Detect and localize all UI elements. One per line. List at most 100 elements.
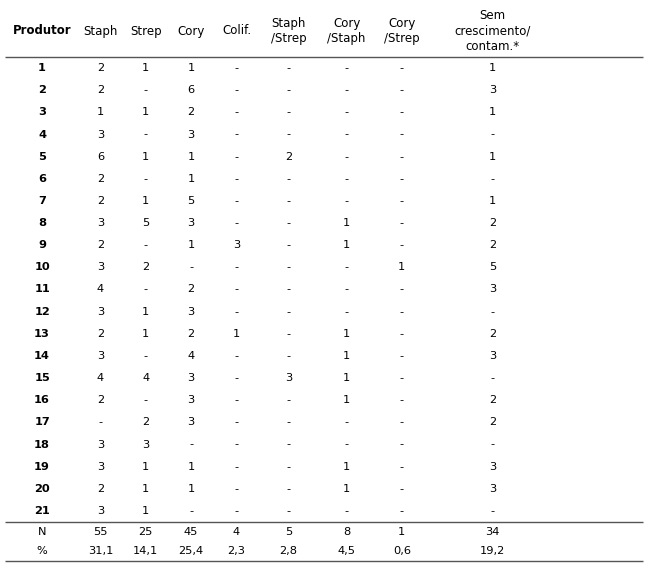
Text: -: - bbox=[400, 129, 404, 140]
Text: -: - bbox=[491, 440, 494, 450]
Text: 1: 1 bbox=[142, 329, 150, 339]
Text: 3: 3 bbox=[97, 351, 104, 361]
Text: 2: 2 bbox=[188, 329, 194, 339]
Text: -: - bbox=[286, 329, 290, 339]
Text: -: - bbox=[400, 506, 404, 516]
Text: -: - bbox=[286, 418, 290, 427]
Text: 1: 1 bbox=[343, 395, 351, 405]
Text: 3: 3 bbox=[97, 218, 104, 228]
Text: 5: 5 bbox=[489, 262, 496, 273]
Text: 3: 3 bbox=[97, 506, 104, 516]
Text: 1: 1 bbox=[343, 218, 351, 228]
Text: N: N bbox=[38, 527, 47, 536]
Text: -: - bbox=[98, 418, 102, 427]
Text: -: - bbox=[400, 484, 404, 494]
Text: -: - bbox=[345, 440, 349, 450]
Text: -: - bbox=[491, 174, 494, 184]
Text: 25: 25 bbox=[139, 527, 153, 536]
Text: 2: 2 bbox=[97, 484, 104, 494]
Text: -: - bbox=[345, 285, 349, 295]
Text: 3: 3 bbox=[97, 129, 104, 140]
Text: -: - bbox=[286, 129, 290, 140]
Text: 2,3: 2,3 bbox=[227, 546, 246, 556]
Text: 3: 3 bbox=[187, 418, 195, 427]
Text: -: - bbox=[286, 63, 290, 73]
Text: 1: 1 bbox=[187, 240, 195, 250]
Text: -: - bbox=[144, 351, 148, 361]
Text: -: - bbox=[400, 285, 404, 295]
Text: 8: 8 bbox=[38, 218, 46, 228]
Text: 3: 3 bbox=[97, 307, 104, 317]
Text: 1: 1 bbox=[489, 196, 496, 206]
Text: 3: 3 bbox=[142, 440, 150, 450]
Text: -: - bbox=[235, 85, 238, 95]
Text: 2: 2 bbox=[489, 395, 496, 405]
Text: -: - bbox=[491, 506, 494, 516]
Text: 1: 1 bbox=[142, 196, 150, 206]
Text: -: - bbox=[400, 107, 404, 117]
Text: 1: 1 bbox=[398, 527, 406, 536]
Text: 5: 5 bbox=[38, 151, 46, 162]
Text: 2: 2 bbox=[97, 63, 104, 73]
Text: 4,5: 4,5 bbox=[338, 546, 356, 556]
Text: -: - bbox=[235, 129, 238, 140]
Text: 4: 4 bbox=[38, 129, 46, 140]
Text: 1: 1 bbox=[489, 151, 496, 162]
Text: 13: 13 bbox=[34, 329, 50, 339]
Text: 3: 3 bbox=[187, 373, 195, 383]
Text: 20: 20 bbox=[34, 484, 50, 494]
Text: -: - bbox=[235, 462, 238, 472]
Text: 1: 1 bbox=[142, 63, 150, 73]
Text: 1: 1 bbox=[489, 107, 496, 117]
Text: 5: 5 bbox=[142, 218, 150, 228]
Text: 1: 1 bbox=[38, 63, 46, 73]
Text: -: - bbox=[400, 373, 404, 383]
Text: 31,1: 31,1 bbox=[87, 546, 113, 556]
Text: -: - bbox=[286, 506, 290, 516]
Text: 1: 1 bbox=[343, 240, 351, 250]
Text: Cory
/Staph: Cory /Staph bbox=[327, 17, 366, 45]
Text: 11: 11 bbox=[34, 285, 50, 295]
Text: Staph: Staph bbox=[83, 24, 118, 38]
Text: 1: 1 bbox=[187, 63, 195, 73]
Text: -: - bbox=[235, 63, 238, 73]
Text: 3: 3 bbox=[489, 285, 496, 295]
Text: -: - bbox=[400, 462, 404, 472]
Text: 2: 2 bbox=[285, 151, 292, 162]
Text: -: - bbox=[144, 285, 148, 295]
Text: Cory: Cory bbox=[178, 24, 205, 38]
Text: Strep: Strep bbox=[130, 24, 161, 38]
Text: 2: 2 bbox=[97, 196, 104, 206]
Text: 3: 3 bbox=[97, 262, 104, 273]
Text: 4: 4 bbox=[188, 351, 194, 361]
Text: -: - bbox=[400, 85, 404, 95]
Text: -: - bbox=[286, 196, 290, 206]
Text: -: - bbox=[400, 418, 404, 427]
Text: 2: 2 bbox=[97, 174, 104, 184]
Text: -: - bbox=[400, 329, 404, 339]
Text: 4: 4 bbox=[233, 527, 240, 536]
Text: -: - bbox=[400, 218, 404, 228]
Text: -: - bbox=[286, 440, 290, 450]
Text: 1: 1 bbox=[343, 351, 351, 361]
Text: -: - bbox=[235, 373, 238, 383]
Text: -: - bbox=[189, 440, 193, 450]
Text: -: - bbox=[235, 151, 238, 162]
Text: -: - bbox=[286, 307, 290, 317]
Text: Cory
/Strep: Cory /Strep bbox=[384, 17, 419, 45]
Text: 4: 4 bbox=[143, 373, 149, 383]
Text: 1: 1 bbox=[343, 484, 351, 494]
Text: -: - bbox=[345, 174, 349, 184]
Text: -: - bbox=[235, 351, 238, 361]
Text: -: - bbox=[345, 63, 349, 73]
Text: Colif.: Colif. bbox=[222, 24, 251, 38]
Text: 15: 15 bbox=[34, 373, 50, 383]
Text: 3: 3 bbox=[187, 218, 195, 228]
Text: 2: 2 bbox=[489, 329, 496, 339]
Text: -: - bbox=[345, 262, 349, 273]
Text: 2: 2 bbox=[489, 418, 496, 427]
Text: 2: 2 bbox=[97, 85, 104, 95]
Text: 9: 9 bbox=[38, 240, 46, 250]
Text: -: - bbox=[235, 174, 238, 184]
Text: 3: 3 bbox=[38, 107, 46, 117]
